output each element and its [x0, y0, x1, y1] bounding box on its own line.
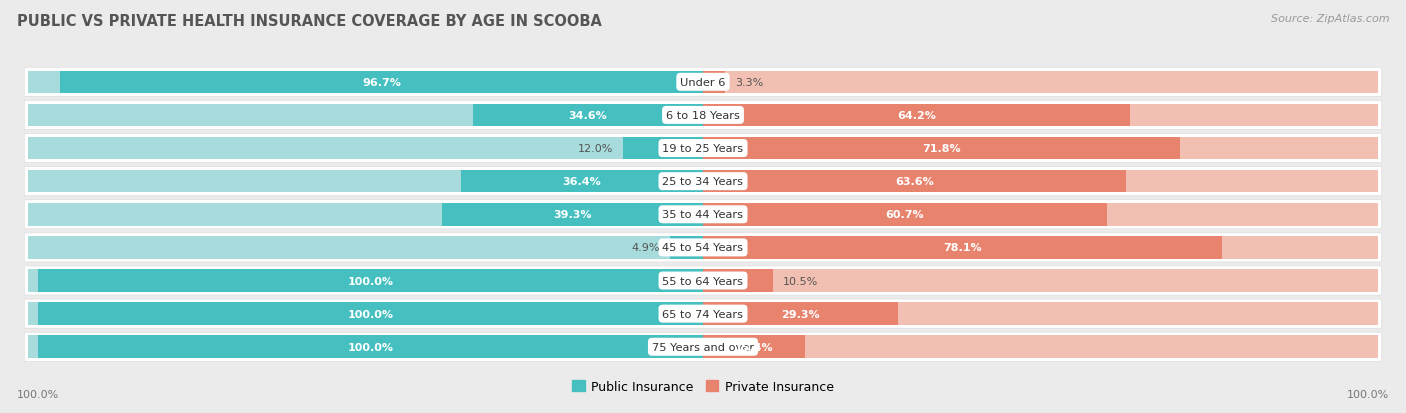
Text: 100.0%: 100.0%: [17, 389, 59, 399]
FancyBboxPatch shape: [703, 71, 725, 94]
Legend: Public Insurance, Private Insurance: Public Insurance, Private Insurance: [567, 375, 839, 398]
FancyBboxPatch shape: [461, 171, 703, 193]
FancyBboxPatch shape: [38, 270, 703, 292]
Text: 25 to 34 Years: 25 to 34 Years: [662, 177, 744, 187]
Text: 10.5%: 10.5%: [783, 276, 818, 286]
FancyBboxPatch shape: [28, 336, 693, 358]
Text: 6 to 18 Years: 6 to 18 Years: [666, 111, 740, 121]
FancyBboxPatch shape: [713, 71, 1378, 94]
FancyBboxPatch shape: [713, 336, 1378, 358]
Text: 36.4%: 36.4%: [562, 177, 602, 187]
FancyBboxPatch shape: [713, 171, 1378, 193]
FancyBboxPatch shape: [60, 71, 703, 94]
FancyBboxPatch shape: [713, 138, 1378, 160]
FancyBboxPatch shape: [703, 138, 1181, 160]
FancyBboxPatch shape: [28, 171, 693, 193]
FancyBboxPatch shape: [24, 266, 1382, 295]
FancyBboxPatch shape: [28, 71, 693, 94]
FancyBboxPatch shape: [28, 303, 693, 325]
FancyBboxPatch shape: [703, 237, 1222, 259]
Text: 29.3%: 29.3%: [782, 309, 820, 319]
FancyBboxPatch shape: [713, 237, 1378, 259]
FancyBboxPatch shape: [24, 332, 1382, 361]
FancyBboxPatch shape: [713, 270, 1378, 292]
FancyBboxPatch shape: [28, 138, 693, 160]
Text: Source: ZipAtlas.com: Source: ZipAtlas.com: [1271, 14, 1389, 24]
Text: 64.2%: 64.2%: [897, 111, 936, 121]
Text: 39.3%: 39.3%: [553, 210, 592, 220]
FancyBboxPatch shape: [24, 233, 1382, 262]
Text: 78.1%: 78.1%: [943, 243, 981, 253]
FancyBboxPatch shape: [713, 204, 1378, 226]
FancyBboxPatch shape: [28, 204, 693, 226]
Text: 100.0%: 100.0%: [1347, 389, 1389, 399]
FancyBboxPatch shape: [703, 104, 1130, 127]
Text: 63.6%: 63.6%: [896, 177, 934, 187]
FancyBboxPatch shape: [713, 303, 1378, 325]
Text: PUBLIC VS PRIVATE HEALTH INSURANCE COVERAGE BY AGE IN SCOOBA: PUBLIC VS PRIVATE HEALTH INSURANCE COVER…: [17, 14, 602, 29]
FancyBboxPatch shape: [703, 171, 1126, 193]
FancyBboxPatch shape: [38, 303, 703, 325]
FancyBboxPatch shape: [24, 68, 1382, 97]
Text: 35 to 44 Years: 35 to 44 Years: [662, 210, 744, 220]
Text: 3.3%: 3.3%: [735, 78, 763, 88]
Text: 100.0%: 100.0%: [347, 342, 394, 352]
FancyBboxPatch shape: [703, 204, 1107, 226]
FancyBboxPatch shape: [671, 237, 703, 259]
FancyBboxPatch shape: [24, 299, 1382, 328]
Text: 19 to 25 Years: 19 to 25 Years: [662, 144, 744, 154]
FancyBboxPatch shape: [472, 104, 703, 127]
FancyBboxPatch shape: [24, 101, 1382, 130]
FancyBboxPatch shape: [623, 138, 703, 160]
Text: 65 to 74 Years: 65 to 74 Years: [662, 309, 744, 319]
FancyBboxPatch shape: [713, 104, 1378, 127]
Text: 96.7%: 96.7%: [363, 78, 401, 88]
FancyBboxPatch shape: [28, 270, 693, 292]
FancyBboxPatch shape: [24, 134, 1382, 163]
Text: 71.8%: 71.8%: [922, 144, 960, 154]
Text: 15.4%: 15.4%: [735, 342, 773, 352]
Text: 100.0%: 100.0%: [347, 309, 394, 319]
Text: 75 Years and over: 75 Years and over: [652, 342, 754, 352]
Text: Under 6: Under 6: [681, 78, 725, 88]
FancyBboxPatch shape: [703, 303, 898, 325]
Text: 55 to 64 Years: 55 to 64 Years: [662, 276, 744, 286]
Text: 60.7%: 60.7%: [886, 210, 924, 220]
Text: 34.6%: 34.6%: [568, 111, 607, 121]
FancyBboxPatch shape: [703, 270, 773, 292]
Text: 45 to 54 Years: 45 to 54 Years: [662, 243, 744, 253]
FancyBboxPatch shape: [28, 104, 693, 127]
Text: 4.9%: 4.9%: [631, 243, 659, 253]
FancyBboxPatch shape: [24, 200, 1382, 229]
FancyBboxPatch shape: [441, 204, 703, 226]
FancyBboxPatch shape: [24, 167, 1382, 196]
Text: 100.0%: 100.0%: [347, 276, 394, 286]
FancyBboxPatch shape: [28, 237, 693, 259]
FancyBboxPatch shape: [38, 336, 703, 358]
FancyBboxPatch shape: [703, 336, 806, 358]
Text: 12.0%: 12.0%: [578, 144, 613, 154]
